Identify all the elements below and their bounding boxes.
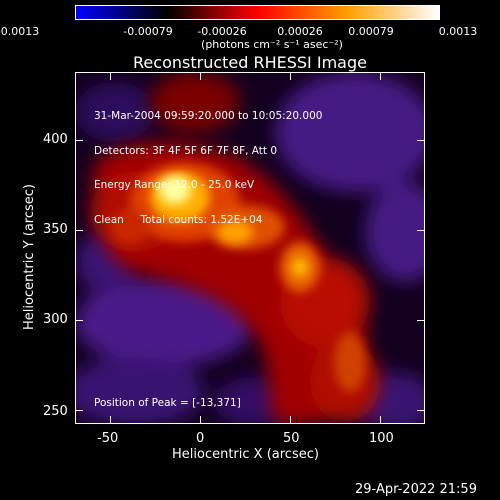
y-axis-ticks	[75, 140, 425, 411]
colorbar-tick: 0.00079	[348, 25, 394, 38]
y-tick-label: 300	[43, 312, 68, 327]
x-tick-label: 100	[369, 431, 394, 446]
info-detectors: Detectors: 3F 4F 5F 6F 7F 8F, Att 0	[94, 144, 278, 157]
x-tick-label: 50	[283, 431, 300, 446]
colorbar-tick: 0.0013	[438, 25, 478, 38]
emission-map	[75, 72, 425, 424]
colorbar-tick: 0.00026	[277, 25, 323, 38]
x-tick-label: -50	[97, 431, 119, 446]
info-method-counts: Clean Total counts: 1.52E+04	[94, 213, 263, 226]
peak-position-text: Position of Peak = [-13,371]	[94, 397, 241, 409]
info-annotation: 31-Mar-2004 09:59:20.000 to 10:05:20.000…	[94, 88, 322, 238]
rhessi-image-plot	[75, 72, 425, 424]
x-tick-label: 0	[196, 431, 205, 446]
y-tick-label: 250	[43, 404, 68, 419]
plot-frame	[75, 72, 425, 424]
x-axis-ticks	[110, 72, 381, 424]
y-axis-label: Heliocentric Y (arcsec)	[22, 184, 37, 330]
info-energy-range: Energy Range: 12.0 - 25.0 keV	[94, 179, 255, 191]
plot-title: Reconstructed RHESSI Image	[133, 53, 367, 72]
colorbar-tick: -0.00026	[197, 25, 247, 38]
y-tick-label: 350	[43, 222, 68, 237]
colorbar-tick: -0.0013	[0, 25, 40, 38]
y-tick-label: 400	[43, 132, 68, 147]
colorbar-unit-label: (photons cm⁻² s⁻¹ asec⁻²)	[201, 38, 343, 51]
info-time-range: 31-Mar-2004 09:59:20.000 to 10:05:20.000	[94, 110, 323, 122]
x-axis-label: Heliocentric X (arcsec)	[172, 447, 319, 462]
colorbar-tick: -0.00079	[123, 25, 173, 38]
timestamp: 29-Apr-2022 21:59	[355, 482, 477, 497]
colorbar	[75, 5, 440, 20]
